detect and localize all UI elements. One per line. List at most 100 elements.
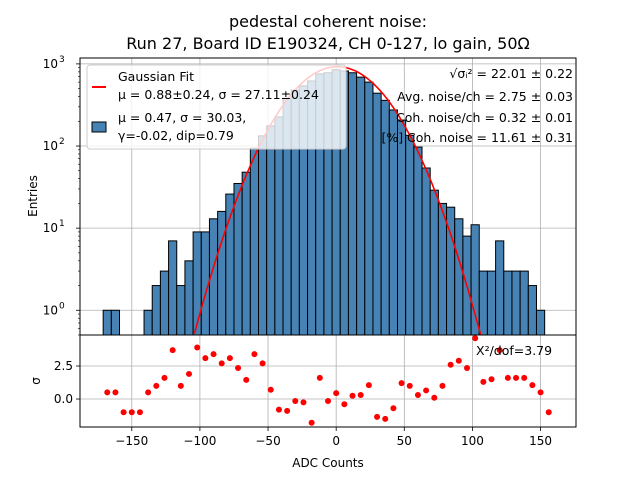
residual-point (300, 399, 307, 406)
residual-point (496, 347, 503, 354)
legend-fit-params: μ = 0.88±0.24, σ = 27.11±0.24 (118, 87, 319, 102)
histogram-bar (364, 81, 374, 336)
stat-sqrt-sigma: √σᵢ² = 22.01 ± 0.22 (449, 66, 573, 81)
histogram-bar (413, 146, 423, 336)
residual-point (153, 382, 160, 389)
lower-y-ticks: 0.0 2.5 (54, 359, 80, 406)
residual-point (349, 392, 356, 399)
residual-point (235, 364, 242, 371)
residual-point (537, 389, 544, 396)
histogram-bar (527, 285, 537, 336)
histogram-bar (470, 224, 480, 336)
legend-box (86, 64, 347, 150)
legend-hist-stats-2: γ=-0.02, dip=0.79 (118, 128, 234, 143)
residual-point (316, 374, 323, 381)
histogram-bar (429, 189, 439, 336)
residual-point (145, 389, 152, 396)
histogram-bar (102, 309, 112, 336)
residual-point (357, 392, 364, 399)
y-tick-label: 10 (43, 139, 58, 153)
y-tick-exponent: 0 (59, 301, 65, 311)
histogram-bar (241, 171, 251, 336)
residual-point (488, 376, 495, 383)
residual-point (341, 401, 348, 408)
histogram-bar (519, 270, 529, 336)
y-tick-label: 10 (43, 303, 58, 317)
residual-point (226, 355, 233, 362)
y-axis-label-sigma: σ (29, 377, 43, 385)
histogram-bar (486, 270, 497, 336)
histogram-bar (437, 202, 448, 336)
legend: Gaussian Fit μ = 0.88±0.24, σ = 27.11±0.… (86, 64, 347, 150)
histogram-bar (511, 270, 521, 336)
y-tick-exponent: 1 (59, 219, 65, 229)
residual-point (406, 382, 413, 389)
residual-point (480, 378, 487, 385)
residual-point (513, 374, 520, 381)
stat-avg-noise: Avg. noise/ch = 2.75 ± 0.03 (397, 89, 573, 104)
lower-axes-frame (79, 334, 577, 428)
residual-point (210, 351, 217, 358)
x-tick-label: 100 (461, 434, 484, 448)
residual-point (202, 355, 209, 362)
residual-point (521, 374, 528, 381)
residual-point (292, 397, 299, 404)
x-axis-label: ADC Counts (292, 456, 364, 470)
histogram-bar (225, 193, 235, 336)
histogram-bar (266, 125, 276, 336)
histogram-bar (454, 218, 464, 336)
residual-point (259, 360, 266, 367)
residual-point (447, 361, 454, 368)
residual-point (423, 387, 430, 394)
residual-point (284, 407, 291, 414)
residual-point (243, 376, 250, 383)
residual-point (308, 419, 315, 426)
y-tick-label: 10 (43, 57, 58, 71)
residual-point (325, 397, 331, 404)
histogram-bar (396, 119, 407, 336)
y-tick-label: 10 (43, 221, 58, 235)
histogram-bar (258, 135, 268, 336)
residual-point (545, 409, 552, 416)
histogram-bars (102, 69, 546, 336)
legend-fit-label: Gaussian Fit (118, 69, 194, 84)
histogram-bar (233, 182, 243, 336)
residual-point (382, 415, 389, 422)
residual-point (186, 370, 193, 377)
residuals-panel: 0.02.5 −150 −100 −50 0 50 100 150 X²/dof=3.79 … (29, 334, 577, 470)
residual-point (398, 380, 405, 387)
x-tick-label: 150 (529, 434, 552, 448)
residual-point (128, 409, 135, 416)
residual-point (161, 374, 168, 381)
residual-point (251, 351, 258, 358)
residual-point (169, 347, 176, 354)
residual-point (472, 335, 479, 342)
residual-point (431, 394, 438, 401)
histogram-bar (192, 231, 202, 336)
histogram-bar (478, 270, 488, 336)
histogram-bar (495, 240, 505, 336)
residual-point (275, 406, 282, 413)
legend-hist-stats-1: μ = 0.47, σ = 30.03, (118, 110, 246, 125)
legend-patch-swatch (91, 121, 107, 133)
residual-point (455, 357, 462, 364)
histogram-bar (503, 270, 513, 336)
residual-point (112, 389, 119, 396)
y-axis-label-entries: Entries (26, 175, 40, 217)
histogram-bar (535, 309, 546, 336)
residual-point (194, 344, 201, 351)
sqrt-sigma-symbol: √σᵢ² (449, 66, 472, 81)
residual-points (104, 335, 552, 426)
histogram-bar (347, 72, 358, 336)
histogram-bar (168, 240, 178, 336)
x-tick-label: −150 (115, 434, 148, 448)
y-tick-exponent: 3 (59, 55, 65, 65)
x-tick-label: −100 (183, 434, 216, 448)
chart-title-line1: pedestal coherent noise: (229, 12, 427, 31)
histogram-bar (159, 270, 170, 336)
lower-grid (80, 335, 576, 427)
histogram-bar (110, 309, 121, 336)
